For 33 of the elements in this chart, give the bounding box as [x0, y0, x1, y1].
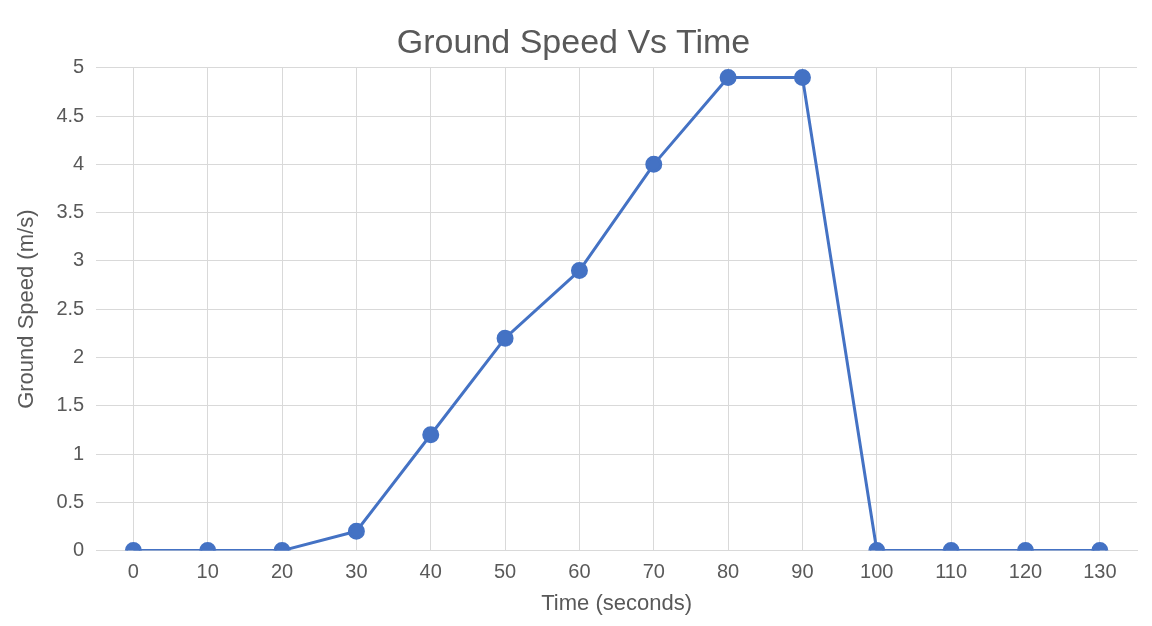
x-tick-label: 130: [1083, 560, 1117, 583]
y-tick-label: 1: [73, 441, 85, 464]
point: [496, 329, 514, 347]
y-tick-label: 1.5: [56, 393, 85, 416]
x-tick-label: 110: [935, 560, 968, 583]
x-tick-label: 100: [860, 560, 894, 583]
x-tick-label: 90: [791, 560, 814, 583]
x-tick-label: 60: [568, 560, 591, 583]
x-tick-label: 80: [716, 560, 740, 583]
x-tick-label: 50: [493, 560, 517, 583]
y-axis-title: Ground Speed (m/s): [13, 209, 39, 409]
y-tick-label: 4.5: [56, 103, 85, 126]
point: [570, 262, 588, 280]
x-axis-title: Time (seconds): [541, 589, 692, 615]
y-tick-label: 3: [73, 248, 85, 271]
point: [793, 68, 811, 86]
y-tick-label: 2.5: [56, 296, 85, 319]
x-tick-label: 70: [642, 560, 665, 583]
y-tick-label: 0.5: [56, 489, 85, 512]
chart-title: Ground Speed Vs Time: [396, 21, 751, 60]
x-tick-label: 0: [127, 560, 139, 583]
x-tick-label: 10: [196, 560, 219, 583]
y-tick-label: 4: [73, 151, 85, 174]
point: [645, 155, 663, 173]
y-tick-label: 2: [73, 345, 85, 367]
x-tick-label: 40: [419, 560, 442, 583]
x-tick-label: 30: [345, 560, 368, 583]
y-tick-label: 3.5: [56, 200, 85, 223]
y-tick-label: 0: [73, 538, 85, 561]
point: [719, 68, 737, 86]
x-tick-label: 120: [1008, 560, 1043, 583]
y-tick-label: 5: [73, 55, 85, 78]
x-tick-label: 20: [270, 560, 294, 583]
